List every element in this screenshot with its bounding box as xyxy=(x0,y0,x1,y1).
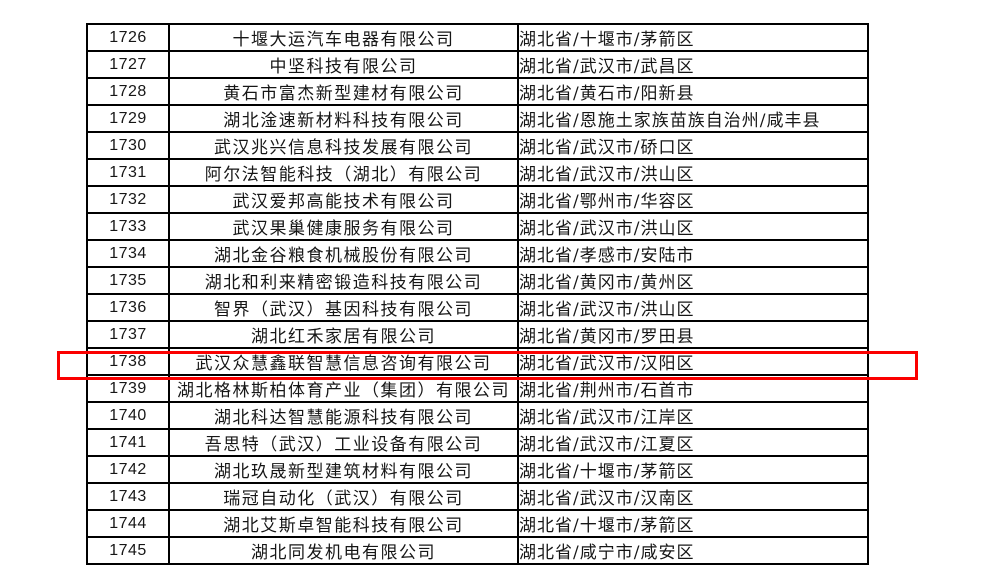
table-row: 1730 武汉兆兴信息科技发展有限公司 湖北省/武汉市/硚口区 xyxy=(86,131,869,160)
company-name-cell: 武汉兆兴信息科技发展有限公司 xyxy=(168,131,519,160)
row-number-cell: 1733 xyxy=(86,212,170,241)
company-name-cell: 湖北科达智慧能源科技有限公司 xyxy=(168,401,519,430)
table-row: 1743 瑞冠自动化（武汉）有限公司 湖北省/武汉市/汉南区 xyxy=(86,482,869,511)
company-name-cell: 黄石市富杰新型建材有限公司 xyxy=(168,77,519,106)
table-row: 1728 黄石市富杰新型建材有限公司 湖北省/黄石市/阳新县 xyxy=(86,77,869,106)
table-row: 1737 湖北红禾家居有限公司 湖北省/黄冈市/罗田县 xyxy=(86,320,869,349)
location-cell: 湖北省/十堰市/茅箭区 xyxy=(517,23,869,52)
location-cell: 湖北省/十堰市/茅箭区 xyxy=(517,509,869,538)
table-row: 1742 湖北玖晟新型建筑材料有限公司 湖北省/十堰市/茅箭区 xyxy=(86,455,869,484)
row-number-cell: 1737 xyxy=(86,320,170,349)
location-cell: 湖北省/黄冈市/罗田县 xyxy=(517,320,869,349)
row-number-cell: 1726 xyxy=(86,23,170,52)
company-name-cell: 湖北艾斯卓智能科技有限公司 xyxy=(168,509,519,538)
location-cell: 湖北省/孝感市/安陆市 xyxy=(517,239,869,268)
company-name-cell: 湖北和利来精密锻造科技有限公司 xyxy=(168,266,519,295)
location-cell: 湖北省/武汉市/汉阳区 xyxy=(517,347,869,376)
table-row: 1741 吾思特（武汉）工业设备有限公司 湖北省/武汉市/江夏区 xyxy=(86,428,869,457)
location-cell: 湖北省/荆州市/石首市 xyxy=(517,374,869,403)
table-row: 1727 中坚科技有限公司 湖北省/武汉市/武昌区 xyxy=(86,50,869,79)
table-row-highlighted: 1740 湖北科达智慧能源科技有限公司 湖北省/武汉市/江岸区 xyxy=(86,401,869,430)
row-number-cell: 1743 xyxy=(86,482,170,511)
document-page: 1726 十堰大运汽车电器有限公司 湖北省/十堰市/茅箭区 1727 中坚科技有… xyxy=(57,23,918,565)
company-name-cell: 武汉爱邦高能技术有限公司 xyxy=(168,185,519,214)
row-number-cell: 1740 xyxy=(86,401,170,430)
table-row: 1734 湖北金谷粮食机械股份有限公司 湖北省/孝感市/安陆市 xyxy=(86,239,869,268)
row-number-cell: 1731 xyxy=(86,158,170,187)
company-name-cell: 吾思特（武汉）工业设备有限公司 xyxy=(168,428,519,457)
row-number-cell: 1732 xyxy=(86,185,170,214)
location-cell: 湖北省/十堰市/茅箭区 xyxy=(517,455,869,484)
table-row: 1733 武汉果巢健康服务有限公司 湖北省/武汉市/洪山区 xyxy=(86,212,869,241)
row-number-cell: 1727 xyxy=(86,50,170,79)
row-number-cell: 1741 xyxy=(86,428,170,457)
table-row: 1732 武汉爱邦高能技术有限公司 湖北省/鄂州市/华容区 xyxy=(86,185,869,214)
row-number-cell: 1729 xyxy=(86,104,170,133)
row-number-cell: 1742 xyxy=(86,455,170,484)
table-row: 1735 湖北和利来精密锻造科技有限公司 湖北省/黄冈市/黄州区 xyxy=(86,266,869,295)
location-cell: 湖北省/武汉市/洪山区 xyxy=(517,212,869,241)
table-row: 1745 湖北同发机电有限公司 湖北省/咸宁市/咸安区 xyxy=(86,536,869,565)
location-cell: 湖北省/黄石市/阳新县 xyxy=(517,77,869,106)
row-number-cell: 1744 xyxy=(86,509,170,538)
location-cell: 湖北省/武汉市/汉南区 xyxy=(517,482,869,511)
company-name-cell: 湖北红禾家居有限公司 xyxy=(168,320,519,349)
row-number-cell: 1735 xyxy=(86,266,170,295)
table-row: 1744 湖北艾斯卓智能科技有限公司 湖北省/十堰市/茅箭区 xyxy=(86,509,869,538)
row-number-cell: 1736 xyxy=(86,293,170,322)
row-number-cell: 1738 xyxy=(86,347,170,376)
company-name-cell: 武汉众慧鑫联智慧信息咨询有限公司 xyxy=(168,347,519,376)
company-name-cell: 湖北淦速新材料科技有限公司 xyxy=(168,104,519,133)
row-number-cell: 1745 xyxy=(86,536,170,565)
table-row: 1738 武汉众慧鑫联智慧信息咨询有限公司 湖北省/武汉市/汉阳区 xyxy=(86,347,869,376)
company-name-cell: 瑞冠自动化（武汉）有限公司 xyxy=(168,482,519,511)
company-name-cell: 湖北同发机电有限公司 xyxy=(168,536,519,565)
company-name-cell: 湖北玖晟新型建筑材料有限公司 xyxy=(168,455,519,484)
location-cell: 湖北省/武汉市/硚口区 xyxy=(517,131,869,160)
company-table-body: 1726 十堰大运汽车电器有限公司 湖北省/十堰市/茅箭区 1727 中坚科技有… xyxy=(86,23,869,565)
location-cell: 湖北省/武汉市/洪山区 xyxy=(517,293,869,322)
company-table: 1726 十堰大运汽车电器有限公司 湖北省/十堰市/茅箭区 1727 中坚科技有… xyxy=(86,23,869,565)
table-row: 1726 十堰大运汽车电器有限公司 湖北省/十堰市/茅箭区 xyxy=(86,23,869,52)
table-row: 1736 智界（武汉）基因科技有限公司 湖北省/武汉市/洪山区 xyxy=(86,293,869,322)
company-name-cell: 中坚科技有限公司 xyxy=(168,50,519,79)
table-row: 1739 湖北格林斯柏体育产业（集团）有限公司 湖北省/荆州市/石首市 xyxy=(86,374,869,403)
company-name-cell: 智界（武汉）基因科技有限公司 xyxy=(168,293,519,322)
table-row: 1729 湖北淦速新材料科技有限公司 湖北省/恩施土家族苗族自治州/咸丰县 xyxy=(86,104,869,133)
company-name-cell: 阿尔法智能科技（湖北）有限公司 xyxy=(168,158,519,187)
company-name-cell: 湖北金谷粮食机械股份有限公司 xyxy=(168,239,519,268)
location-cell: 湖北省/武汉市/江夏区 xyxy=(517,428,869,457)
row-number-cell: 1730 xyxy=(86,131,170,160)
company-name-cell: 武汉果巢健康服务有限公司 xyxy=(168,212,519,241)
company-name-cell: 湖北格林斯柏体育产业（集团）有限公司 xyxy=(168,374,519,403)
location-cell: 湖北省/恩施土家族苗族自治州/咸丰县 xyxy=(517,104,869,133)
location-cell: 湖北省/黄冈市/黄州区 xyxy=(517,266,869,295)
location-cell: 湖北省/鄂州市/华容区 xyxy=(517,185,869,214)
location-cell: 湖北省/武汉市/洪山区 xyxy=(517,158,869,187)
row-number-cell: 1739 xyxy=(86,374,170,403)
row-number-cell: 1728 xyxy=(86,77,170,106)
location-cell: 湖北省/武汉市/武昌区 xyxy=(517,50,869,79)
location-cell: 湖北省/咸宁市/咸安区 xyxy=(517,536,869,565)
row-number-cell: 1734 xyxy=(86,239,170,268)
location-cell: 湖北省/武汉市/江岸区 xyxy=(517,401,869,430)
company-name-cell: 十堰大运汽车电器有限公司 xyxy=(168,23,519,52)
table-row: 1731 阿尔法智能科技（湖北）有限公司 湖北省/武汉市/洪山区 xyxy=(86,158,869,187)
